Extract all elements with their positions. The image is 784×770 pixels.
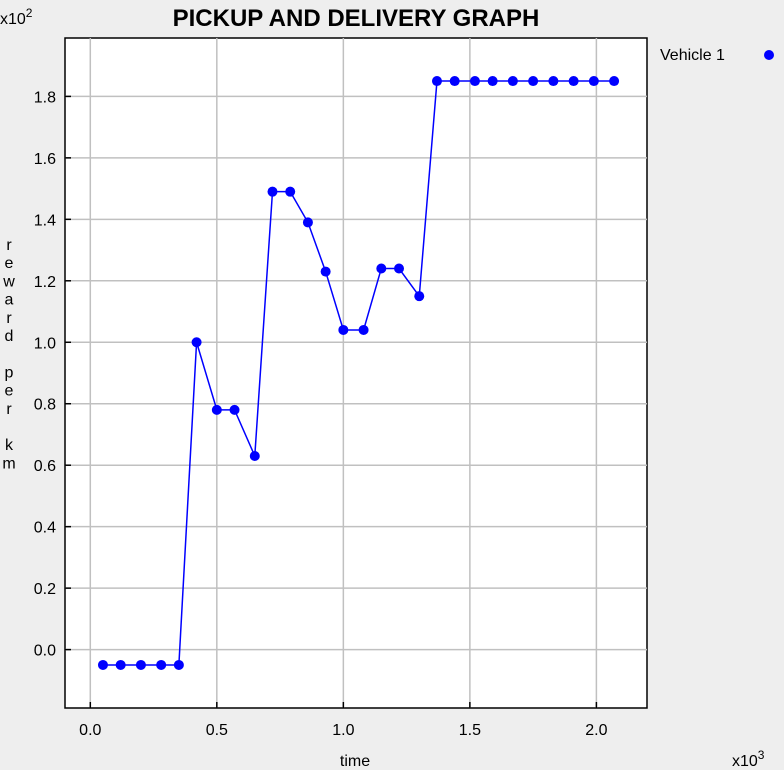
y-axis-label-char: e [5,383,14,400]
legend: Vehicle 1 [660,47,774,64]
series-line [102,80,615,666]
chart-title: PICKUP AND DELIVERY GRAPH [173,5,540,32]
y-tick-label: 1.2 [34,274,56,291]
data-point [97,659,108,670]
y-axis-label-char: r [6,401,12,418]
data-point [548,76,559,87]
series-layer [97,76,620,670]
x-tick-label: 1.5 [459,722,481,739]
y-axis-label-char: k [5,437,14,454]
x-multiplier: x103 [732,748,765,770]
y-axis-label-char: m [2,455,15,472]
grid [65,38,647,708]
y-axis-label-char: d [5,328,14,345]
x-axis-label: time [340,753,370,770]
data-point [568,76,579,87]
data-point [414,291,425,302]
tick-labels: 0.0 0.5 1.0 1.5 2.0 0.0 0.2 0.4 0.6 0.8 1.0 1.2 1.4 1… [34,89,608,739]
data-point [211,404,222,415]
y-axis-label-char: a [5,292,14,309]
data-point [358,324,369,335]
y-tick-label: 0.0 [34,643,56,660]
data-point [507,76,518,87]
y-axis-label-char: w [2,273,15,290]
y-tick-label: 0.8 [34,397,56,414]
y-axis-label-char: e [5,255,14,272]
y-axis-label-char: r [6,237,12,254]
x-tick-label: 2.0 [585,722,607,739]
data-point [609,76,620,87]
data-point [173,659,184,670]
data-point [588,76,599,87]
legend-marker [764,50,774,60]
data-point [376,263,387,274]
legend-label: Vehicle 1 [660,47,725,64]
plot-area [64,37,648,709]
y-tick-label: 1.6 [34,151,56,168]
data-point [394,263,405,274]
data-point [528,76,539,87]
data-point [302,217,313,228]
data-point [487,76,498,87]
data-point [338,324,349,335]
x-tick-label: 1.0 [332,722,354,739]
data-point [267,186,278,197]
data-point [229,404,240,415]
y-axis-label-char: r [6,310,12,327]
y-tick-label: 1.0 [34,335,56,352]
data-point [469,76,480,87]
y-axis-label-char: p [5,364,14,381]
y-tick-label: 1.8 [34,89,56,106]
data-point [285,186,296,197]
y-tick-label: 0.2 [34,581,56,598]
data-point [156,659,167,670]
y-multiplier: x102 [0,6,33,28]
data-point [431,76,442,87]
data-point [135,659,146,670]
data-point [449,76,460,87]
data-point [249,450,260,461]
x-tick-label: 0.5 [206,722,228,739]
y-tick-label: 1.4 [34,212,56,229]
y-tick-label: 0.4 [34,520,56,537]
y-tick-label: 0.6 [34,458,56,475]
data-point [115,659,126,670]
data-point [320,266,331,277]
data-point [191,337,202,348]
x-tick-label: 0.0 [79,722,101,739]
